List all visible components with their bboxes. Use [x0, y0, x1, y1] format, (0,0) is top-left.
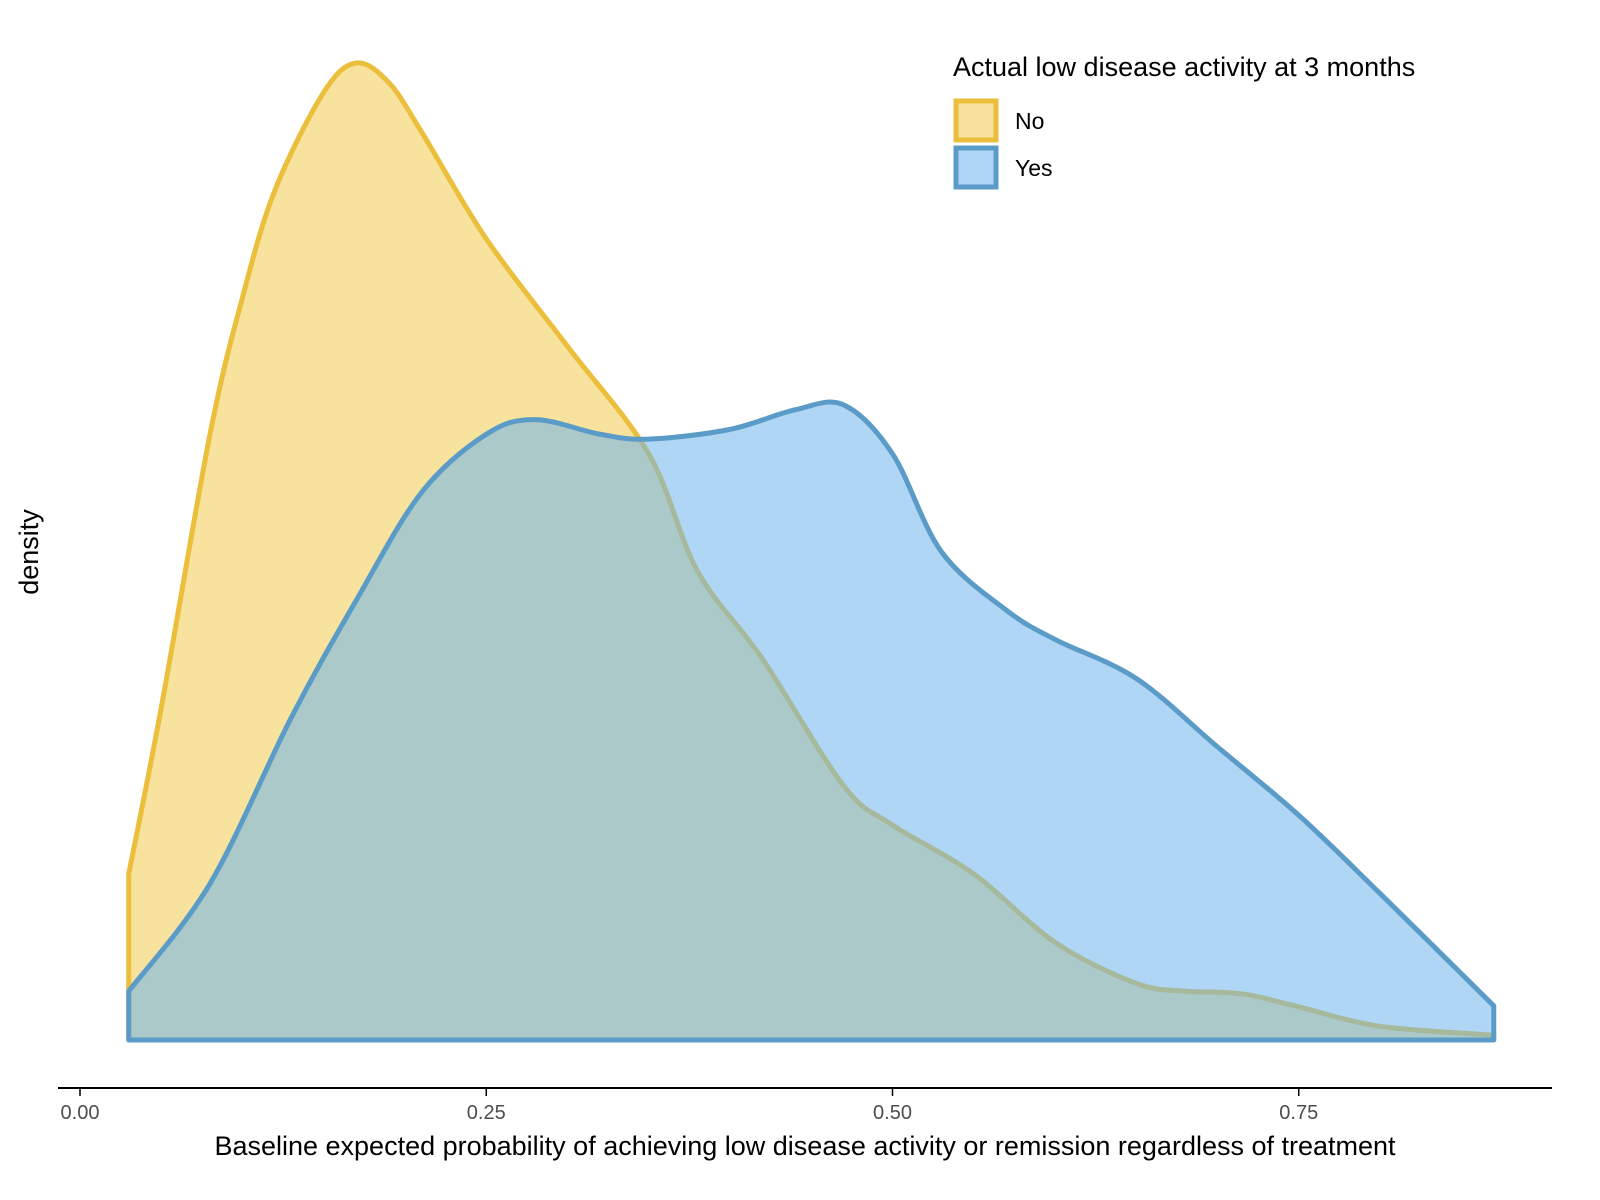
legend-label-yes: Yes: [1015, 155, 1053, 181]
x-tick-label: 0.75: [1279, 1102, 1318, 1124]
x-axis-ticks: 0.00 0.25 0.50 0.75: [61, 1088, 1318, 1124]
legend-key-no: [953, 98, 999, 143]
legend-label-no: No: [1015, 108, 1044, 134]
y-axis-title: density: [14, 509, 44, 595]
x-tick-label: 0.25: [467, 1102, 506, 1124]
x-tick-label: 0.00: [61, 1102, 100, 1124]
x-axis-title: Baseline expected probability of achievi…: [214, 1131, 1396, 1161]
legend-key-yes: [953, 145, 999, 190]
legend: Actual low disease activity at 3 months …: [953, 52, 1415, 190]
density-area-yes: [126, 399, 1497, 1043]
legend-items: No Yes: [953, 98, 1053, 190]
legend-title: Actual low disease activity at 3 months: [953, 52, 1415, 82]
series-layer: [126, 60, 1497, 1043]
x-tick-label: 0.50: [873, 1102, 912, 1124]
